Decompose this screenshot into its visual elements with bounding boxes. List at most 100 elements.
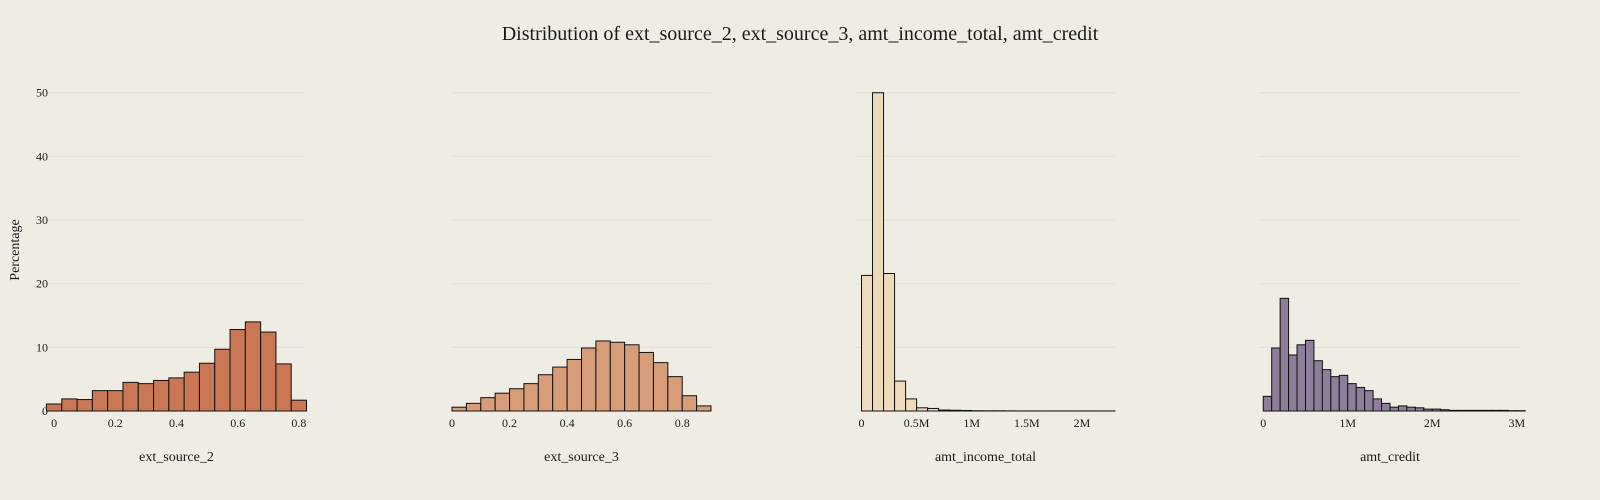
- histogram-bar: [537, 374, 554, 412]
- histogram-bar: [938, 409, 951, 412]
- x-axis-label: ext_source_2: [139, 450, 214, 465]
- x-tick-label: 2M: [1424, 416, 1441, 430]
- histogram-bar: [883, 273, 896, 412]
- y-tick-label: 50: [36, 86, 48, 100]
- histogram-bar: [61, 398, 78, 412]
- histogram-bar: [122, 381, 139, 412]
- histogram-bar: [638, 351, 654, 412]
- histogram-bar: [494, 392, 511, 412]
- histogram-bar: [1372, 398, 1383, 412]
- x-tick-label: 2M: [1074, 416, 1091, 430]
- histogram-bar: [1338, 374, 1349, 412]
- histogram-bar: [595, 340, 611, 412]
- histogram-bar: [137, 383, 155, 412]
- x-tick-label: 0.8: [675, 416, 690, 430]
- histogram-panels: 0 0.2 0.4 0.6 0.8 ext_source_2 0 0.2 0.4 0.6 0.8 ex…: [45, 92, 1526, 465]
- histogram-bar: [1279, 297, 1290, 412]
- histogram-bar: [894, 380, 907, 412]
- x-axis-label: amt_income_total: [935, 450, 1036, 465]
- histogram-bar: [214, 348, 231, 412]
- x-tick-label: 0: [449, 416, 455, 430]
- panel-ext-source-3: 0 0.2 0.4 0.6 0.8 ext_source_3: [449, 92, 712, 465]
- x-axis-label: ext_source_3: [544, 450, 619, 465]
- histogram-bar: [581, 347, 597, 412]
- histogram-bar: [1490, 409, 1501, 412]
- histogram-bar: [552, 366, 568, 412]
- x-tick-label: 0.4: [560, 416, 575, 430]
- chart-title: Distribution of ext_source_2, ext_source…: [502, 23, 1099, 45]
- histogram-bar: [905, 398, 918, 412]
- histogram-bar: [451, 406, 467, 412]
- x-tick-label: 1M: [1339, 416, 1356, 430]
- histogram-bar: [1313, 360, 1323, 412]
- histogram-bar: [244, 321, 262, 412]
- histogram-bar: [465, 402, 482, 412]
- histogram-bar: [1440, 409, 1450, 412]
- histogram-bar: [1296, 344, 1306, 412]
- histogram-bar: [1431, 408, 1442, 412]
- panel-amt-income-total: 0 0.5M 1M 1.5M 2M amt_income_total: [856, 92, 1116, 465]
- histogram-bar: [1347, 383, 1357, 412]
- histogram-bar: [1397, 405, 1408, 412]
- histogram-bar: [927, 407, 940, 412]
- x-tick-label: 0.8: [291, 416, 306, 430]
- histogram-bar: [1355, 386, 1366, 412]
- histogram-bar: [624, 344, 640, 412]
- histogram-bar: [1465, 409, 1476, 412]
- x-tick-label: 1.5M: [1014, 416, 1040, 430]
- histogram-bar: [1288, 354, 1298, 412]
- histogram-bar: [1406, 406, 1416, 412]
- histogram-bar: [168, 377, 185, 412]
- histogram-bar: [1499, 409, 1509, 412]
- histogram-bar: [153, 379, 170, 412]
- x-tick-label: 3M: [1508, 416, 1525, 430]
- histogram-bar: [1389, 406, 1399, 412]
- x-tick-label: 0.6: [230, 416, 245, 430]
- x-tick-label: 1M: [963, 416, 980, 430]
- x-tick-label: 0: [51, 416, 57, 430]
- histogram-bar: [290, 399, 308, 412]
- histogram-bar: [696, 405, 712, 412]
- histogram-bar: [1364, 390, 1374, 412]
- x-tick-label: 0: [1260, 416, 1266, 430]
- histogram-bar: [1271, 347, 1281, 412]
- y-axis-label: Percentage: [8, 219, 23, 280]
- histogram-bar: [652, 362, 669, 412]
- x-tick-label: 0.5M: [904, 416, 930, 430]
- histogram-bar: [681, 395, 698, 412]
- y-tick-label: 20: [36, 277, 48, 291]
- y-tick-label: 10: [36, 340, 48, 354]
- histogram-bar: [609, 341, 626, 412]
- x-tick-label: 0.6: [617, 416, 632, 430]
- histogram-bar: [523, 383, 539, 412]
- histogram-bar: [667, 376, 683, 412]
- panel-amt-credit: 0 1M 2M 3M amt_credit: [1259, 92, 1526, 465]
- histogram-bar: [916, 407, 929, 412]
- histogram-bar: [566, 358, 582, 412]
- x-tick-label: 0.2: [108, 416, 123, 430]
- histogram-bar: [1330, 376, 1340, 412]
- histogram-bar: [1414, 407, 1425, 412]
- histogram-bar: [1474, 409, 1484, 412]
- histogram-bar: [183, 371, 200, 412]
- histogram-bar: [107, 390, 124, 412]
- x-tick-label: 0.4: [169, 416, 184, 430]
- x-axis-label: amt_credit: [1360, 450, 1420, 465]
- histogram-bar: [229, 329, 246, 412]
- histogram-bar: [480, 397, 496, 412]
- histogram-bar: [260, 331, 277, 412]
- histogram-bar: [872, 92, 885, 412]
- y-axis-ticks: 0 10 20 30 40 50: [36, 86, 48, 418]
- histogram-bar: [45, 403, 63, 412]
- histogram-bar: [275, 363, 292, 412]
- histogram-bar: [91, 390, 109, 412]
- histogram-bar: [509, 388, 525, 412]
- histogram-bar: [1457, 409, 1467, 412]
- histogram-bar: [960, 409, 973, 412]
- y-tick-label: 30: [36, 213, 48, 227]
- histogram-bar: [1423, 408, 1433, 412]
- x-tick-label: 0: [859, 416, 865, 430]
- histogram-bar: [1448, 409, 1459, 412]
- y-tick-label: 40: [36, 149, 48, 163]
